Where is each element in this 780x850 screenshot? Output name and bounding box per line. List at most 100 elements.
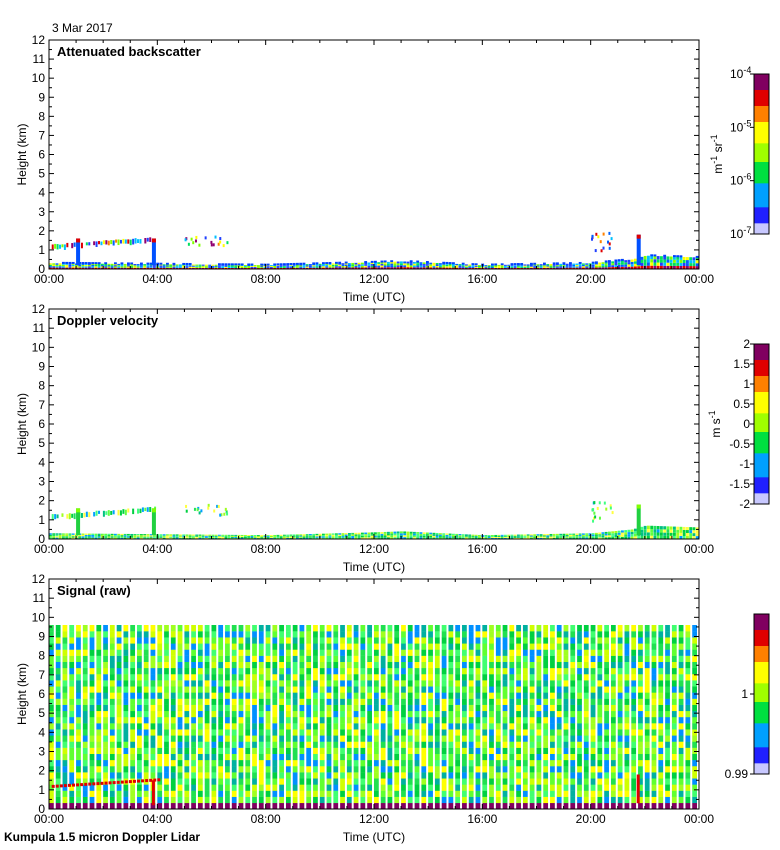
y-tick-label: 2 bbox=[38, 494, 45, 508]
colorbar-tick-label: -2 bbox=[739, 497, 750, 511]
y-tick-label: 7 bbox=[38, 668, 45, 682]
y-tick-label: 1 bbox=[38, 513, 45, 527]
x-tick-label: 04:00 bbox=[142, 272, 172, 286]
x-tick-label: 16:00 bbox=[467, 542, 497, 556]
colorbar-tick-label: 1 bbox=[741, 687, 748, 701]
y-tick-label: 9 bbox=[38, 360, 45, 374]
x-axis-label: Time (UTC) bbox=[343, 290, 405, 304]
y-tick-label: 1 bbox=[38, 783, 45, 797]
x-tick-label: 12:00 bbox=[359, 542, 389, 556]
x-tick-label: 20:00 bbox=[576, 812, 606, 826]
y-tick-label: 10 bbox=[32, 610, 46, 624]
y-tick-label: 4 bbox=[38, 725, 45, 739]
y-tick-label: 4 bbox=[38, 186, 45, 200]
y-tick-label: 10 bbox=[32, 71, 46, 85]
colorbar-tick-label: 10-4 bbox=[730, 65, 751, 81]
y-tick-label: 11 bbox=[33, 52, 46, 66]
x-tick-label: 12:00 bbox=[359, 272, 389, 286]
colorbar-tick-label: -1.5 bbox=[729, 477, 750, 491]
heatmap-data bbox=[49, 231, 699, 270]
y-axis-label: Height (km) bbox=[15, 393, 29, 455]
y-tick-label: 8 bbox=[38, 109, 45, 123]
colorbar-tick-label: -1 bbox=[739, 457, 750, 471]
y-axis-label: Height (km) bbox=[15, 123, 29, 185]
y-tick-label: 7 bbox=[38, 398, 45, 412]
colorbar-tick-label: 10-7 bbox=[730, 225, 751, 241]
y-tick-label: 9 bbox=[38, 90, 45, 104]
y-tick-label: 2 bbox=[38, 764, 45, 778]
colorbar-tick-label: 10-6 bbox=[730, 172, 751, 188]
y-tick-label: 2 bbox=[38, 224, 45, 238]
x-tick-label: 00:00 bbox=[34, 812, 64, 826]
footer-label: Kumpula 1.5 micron Doppler Lidar bbox=[4, 830, 201, 844]
colorbar-tick-label: 0 bbox=[743, 417, 750, 431]
y-tick-label: 10 bbox=[32, 340, 46, 354]
x-tick-label: 00:00 bbox=[684, 542, 714, 556]
colorbar-tick-label: -0.5 bbox=[729, 437, 750, 451]
heatmap-data bbox=[49, 625, 697, 810]
x-tick-label: 08:00 bbox=[251, 812, 281, 826]
x-tick-label: 04:00 bbox=[142, 542, 172, 556]
colorbar-tick-label: 1.5 bbox=[733, 357, 750, 371]
x-tick-label: 20:00 bbox=[576, 542, 606, 556]
colorbar-tick-label: 2 bbox=[743, 337, 750, 351]
x-tick-label: 20:00 bbox=[576, 272, 606, 286]
y-tick-label: 5 bbox=[38, 436, 45, 450]
x-axis-label: Time (UTC) bbox=[343, 830, 405, 844]
y-tick-label: 6 bbox=[38, 148, 45, 162]
colorbar-unit: m-1 sr-1 bbox=[709, 134, 725, 173]
panel-title: Attenuated backscatter bbox=[57, 44, 201, 59]
colorbar: 2 1.5 1 0.5 0 -0.5 -1 -1.5 -2 m s-1 bbox=[707, 337, 770, 511]
y-tick-label: 12 bbox=[32, 302, 46, 316]
x-tick-label: 12:00 bbox=[359, 812, 389, 826]
y-tick-label: 0 bbox=[38, 802, 45, 816]
colorbar: 10-4 10-5 10-6 10-7 m-1 sr-1 bbox=[709, 65, 770, 241]
y-tick-label: 3 bbox=[38, 475, 45, 489]
x-tick-label: 00:00 bbox=[34, 542, 64, 556]
y-tick-label: 11 bbox=[33, 591, 46, 605]
x-tick-label: 04:00 bbox=[142, 812, 172, 826]
y-tick-label: 5 bbox=[38, 706, 45, 720]
y-tick-label: 8 bbox=[38, 379, 45, 393]
colorbar-tick-label: 0.99 bbox=[725, 767, 749, 781]
heatmap-data bbox=[49, 501, 699, 540]
y-tick-label: 7 bbox=[38, 128, 45, 142]
y-tick-label: 6 bbox=[38, 417, 45, 431]
x-tick-label: 00:00 bbox=[34, 272, 64, 286]
y-tick-label: 9 bbox=[38, 630, 45, 644]
plot-area bbox=[49, 309, 699, 539]
x-axis-label: Time (UTC) bbox=[343, 560, 405, 574]
x-tick-label: 16:00 bbox=[467, 272, 497, 286]
y-tick-label: 3 bbox=[38, 205, 45, 219]
y-tick-label: 1 bbox=[38, 243, 45, 257]
x-tick-label: 00:00 bbox=[684, 812, 714, 826]
colorbar-frame bbox=[753, 73, 770, 235]
colorbar-tick-label: 0.5 bbox=[733, 397, 750, 411]
x-tick-label: 16:00 bbox=[467, 812, 497, 826]
colorbar-unit: m s-1 bbox=[707, 410, 723, 437]
x-tick-label: 00:00 bbox=[684, 272, 714, 286]
y-tick-label: 6 bbox=[38, 687, 45, 701]
y-tick-label: 12 bbox=[32, 33, 46, 47]
x-tick-label: 08:00 bbox=[251, 272, 281, 286]
y-tick-label: 4 bbox=[38, 455, 45, 469]
plot-area bbox=[49, 40, 699, 269]
y-tick-label: 11 bbox=[33, 321, 46, 335]
panel-title: Doppler velocity bbox=[57, 313, 159, 328]
panel-title: Signal (raw) bbox=[57, 583, 131, 598]
y-axis-label: Height (km) bbox=[15, 663, 29, 725]
y-tick-label: 3 bbox=[38, 745, 45, 759]
date-label: 3 Mar 2017 bbox=[52, 21, 113, 35]
y-tick-label: 5 bbox=[38, 167, 45, 181]
colorbar-tick-label: 10-5 bbox=[730, 118, 751, 134]
colorbar: 10.99 bbox=[725, 613, 770, 781]
y-tick-label: 0 bbox=[38, 532, 45, 546]
y-tick-label: 8 bbox=[38, 649, 45, 663]
colorbar-tick-label: 1 bbox=[743, 377, 750, 391]
y-tick-label: 12 bbox=[32, 572, 46, 586]
y-tick-label: 0 bbox=[38, 262, 45, 276]
